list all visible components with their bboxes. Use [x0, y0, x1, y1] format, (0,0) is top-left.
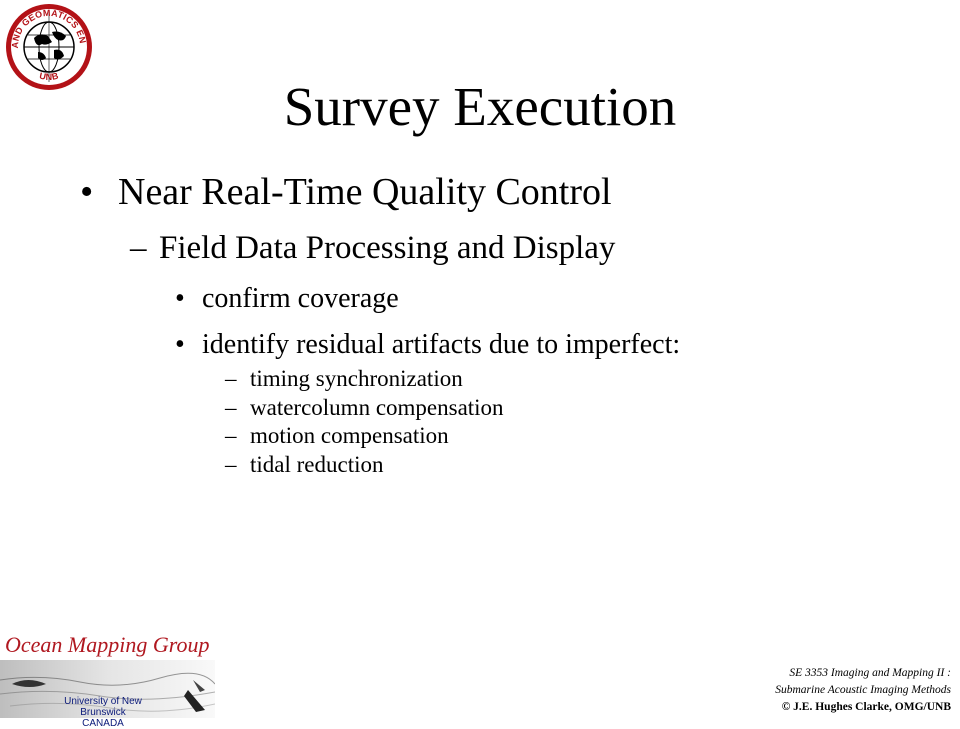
- bullet-level2-text: Field Data Processing and Display: [159, 230, 616, 266]
- bullet-level3-text: confirm coverage: [202, 283, 399, 314]
- bullet-marker: •: [175, 329, 185, 360]
- omg-logo-university: University of New Brunswick CANADA: [48, 696, 158, 729]
- dash-marker: –: [225, 366, 237, 391]
- bullet-marker: •: [80, 171, 94, 213]
- sub-bullet-text: timing synchronization: [250, 366, 463, 391]
- bullet-level2: – Field Data Processing and Display: [130, 225, 615, 271]
- sub-bullet-text: motion compensation: [250, 423, 449, 448]
- globe-seal-icon: GEODESY AND GEOMATICS ENGINEERING UNB: [0, 0, 92, 90]
- dash-marker: –: [225, 394, 237, 420]
- bullet-level1-text: Near Real-Time Quality Control: [118, 171, 612, 213]
- dash-marker: –: [225, 451, 237, 477]
- unb-seal-logo: GEODESY AND GEOMATICS ENGINEERING UNB: [0, 0, 94, 92]
- slide-footer: SE 3353 Imaging and Mapping II : Submari…: [775, 665, 951, 716]
- sub-bullet-text: tidal reduction: [250, 451, 384, 477]
- bullet-level3-text: identify residual artifacts due to imper…: [202, 329, 681, 360]
- sub-bullet-item: – motion compensation: [225, 422, 504, 451]
- bullet-level3-item: • identify residual artifacts due to impe…: [175, 326, 680, 364]
- dash-marker: –: [225, 423, 237, 448]
- footer-subtitle: Submarine Acoustic Imaging Methods: [775, 684, 951, 696]
- footer-course: SE 3353 Imaging and Mapping II :: [789, 667, 951, 679]
- sonar-image-icon: [0, 660, 215, 718]
- sub-bullet-item: – timing synchronization: [225, 365, 504, 394]
- sub-bullet-list: – timing synchronization – watercolumn com…: [225, 365, 504, 479]
- university-name: University of New Brunswick: [64, 696, 142, 718]
- bullet-level3-item: • confirm coverage: [175, 280, 399, 318]
- footer-copyright: © J.E. Hughes Clarke, OMG/UNB: [781, 701, 951, 713]
- dash-marker: –: [130, 230, 147, 266]
- omg-logo-title: Ocean Mapping Group: [5, 632, 210, 657]
- slide-title: Survey Execution: [283, 76, 677, 137]
- sub-bullet-item: – watercolumn compensation: [225, 394, 504, 423]
- ocean-mapping-group-logo: Ocean Mapping Group University of New Br…: [0, 632, 215, 729]
- sub-bullet-item: – tidal reduction: [225, 451, 504, 480]
- seal-text-bottom: UNB: [38, 71, 59, 82]
- svg-text:UNB: UNB: [38, 71, 59, 82]
- sub-bullet-text: watercolumn compensation: [250, 394, 504, 420]
- bullet-marker: •: [175, 283, 185, 314]
- bullet-level1: • Near Real-Time Quality Control: [80, 167, 612, 217]
